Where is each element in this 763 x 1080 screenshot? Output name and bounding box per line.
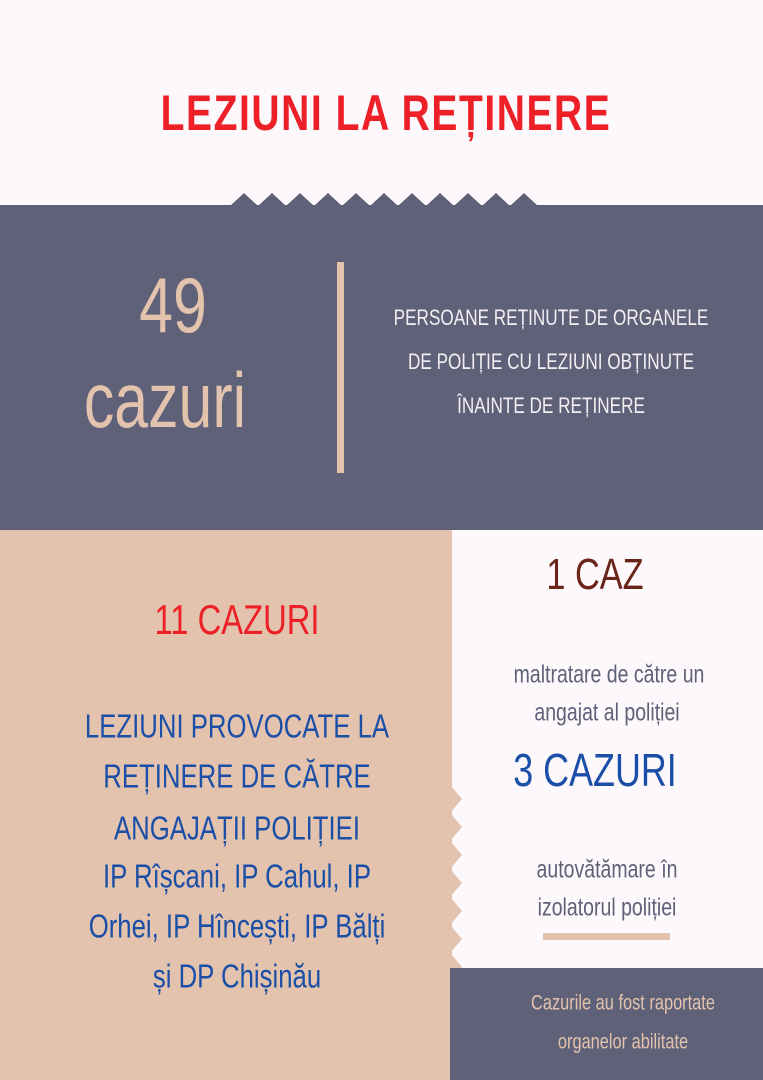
left-text-line: IP Rîșcani, IP Cahul, IP	[102, 857, 372, 895]
left-text-line: Orhei, IP Hîncești, IP Bălți	[88, 907, 386, 945]
summary-description-line: PERSOANE REȚINUTE DE ORGANELE	[393, 305, 709, 330]
right-text-line: autovătămare în	[536, 855, 678, 884]
left-text-line: REȚINERE DE CĂTRE	[103, 757, 371, 795]
right-count-1: 1 CAZ	[546, 550, 644, 599]
accent-bar	[543, 933, 670, 940]
right-text-line: izolatorul poliției	[537, 893, 677, 922]
left-count: 11 CAZURI	[154, 596, 320, 643]
page-title: LEZIUNI LA REȚINERE	[160, 85, 612, 141]
summary-description-line: ÎNAINTE DE REȚINERE	[457, 393, 645, 418]
left-panel	[0, 530, 452, 1080]
summary-unit: cazuri	[83, 356, 247, 444]
left-text-line: LEZIUNI PROVOCATE LA	[84, 707, 390, 745]
summary-band	[0, 205, 763, 530]
footer-note-line: Cazurile au fost raportate	[531, 991, 715, 1015]
footer-note-box	[450, 968, 763, 1080]
right-text-line: maltratare de către un	[513, 660, 705, 689]
summary-description-line: DE POLIȚIE CU LEZIUNI OBȚINUTE	[407, 349, 695, 374]
left-text-line: și DP Chișinău	[152, 957, 322, 995]
right-count-2: 3 CAZURI	[513, 744, 677, 796]
footer-note-line: organelor abilitate	[557, 1030, 689, 1054]
zigzag-side-decoration	[440, 785, 462, 1080]
divider-line	[337, 262, 344, 473]
zigzag-top-decoration	[230, 193, 538, 206]
summary-number: 49	[139, 261, 207, 349]
left-text-line: ANGAJAȚII POLIȚIEI	[113, 809, 361, 847]
right-text-line: angajat al poliției	[534, 698, 680, 727]
